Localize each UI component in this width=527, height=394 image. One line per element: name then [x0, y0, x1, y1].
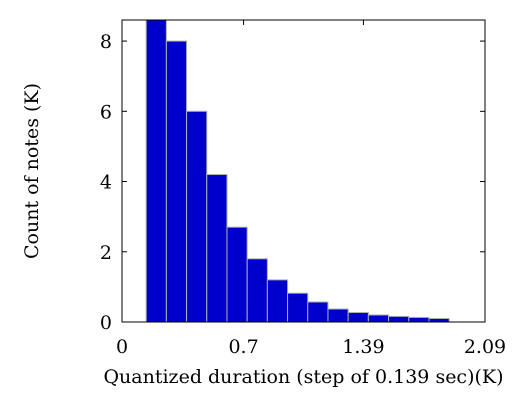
- y-tick-label: 4: [100, 172, 112, 194]
- histogram-bar: [165, 40, 188, 323]
- x-tick-label: 2.09: [464, 336, 506, 358]
- y-tick-label: 6: [100, 101, 112, 123]
- x-tick-label: 0: [116, 336, 128, 358]
- histogram-bar: [307, 301, 329, 323]
- axis-ticks: [121, 20, 486, 323]
- histogram-bar: [367, 314, 390, 323]
- y-axis-title: Count of notes (K): [21, 83, 43, 259]
- y-tick-label: 2: [100, 242, 112, 264]
- x-axis-title: Quantized duration (step of 0.139 sec)(K…: [103, 366, 503, 388]
- histogram-bar: [347, 312, 369, 323]
- plot-frame: [121, 19, 486, 323]
- histogram-bar: [186, 110, 208, 323]
- histogram-bar: [327, 308, 349, 323]
- histogram-bar: [206, 174, 228, 323]
- histogram-bar: [145, 19, 167, 323]
- histogram-bar: [226, 226, 248, 323]
- tick-labels: 0 0.7 1.39 2.09 0 2 4 6 8: [100, 31, 506, 358]
- y-tick-label: 8: [100, 31, 112, 53]
- histogram-bar: [408, 316, 430, 323]
- x-tick-label: 0.7: [228, 336, 258, 358]
- x-tick-label: 1.39: [342, 336, 384, 358]
- bars: [145, 19, 450, 323]
- histogram-bar: [388, 315, 410, 323]
- histogram-bar: [428, 317, 450, 323]
- histogram-bar: [266, 279, 289, 323]
- y-tick-label: 0: [100, 312, 112, 334]
- histogram-bar: [246, 258, 268, 323]
- histogram-bar: [287, 292, 309, 323]
